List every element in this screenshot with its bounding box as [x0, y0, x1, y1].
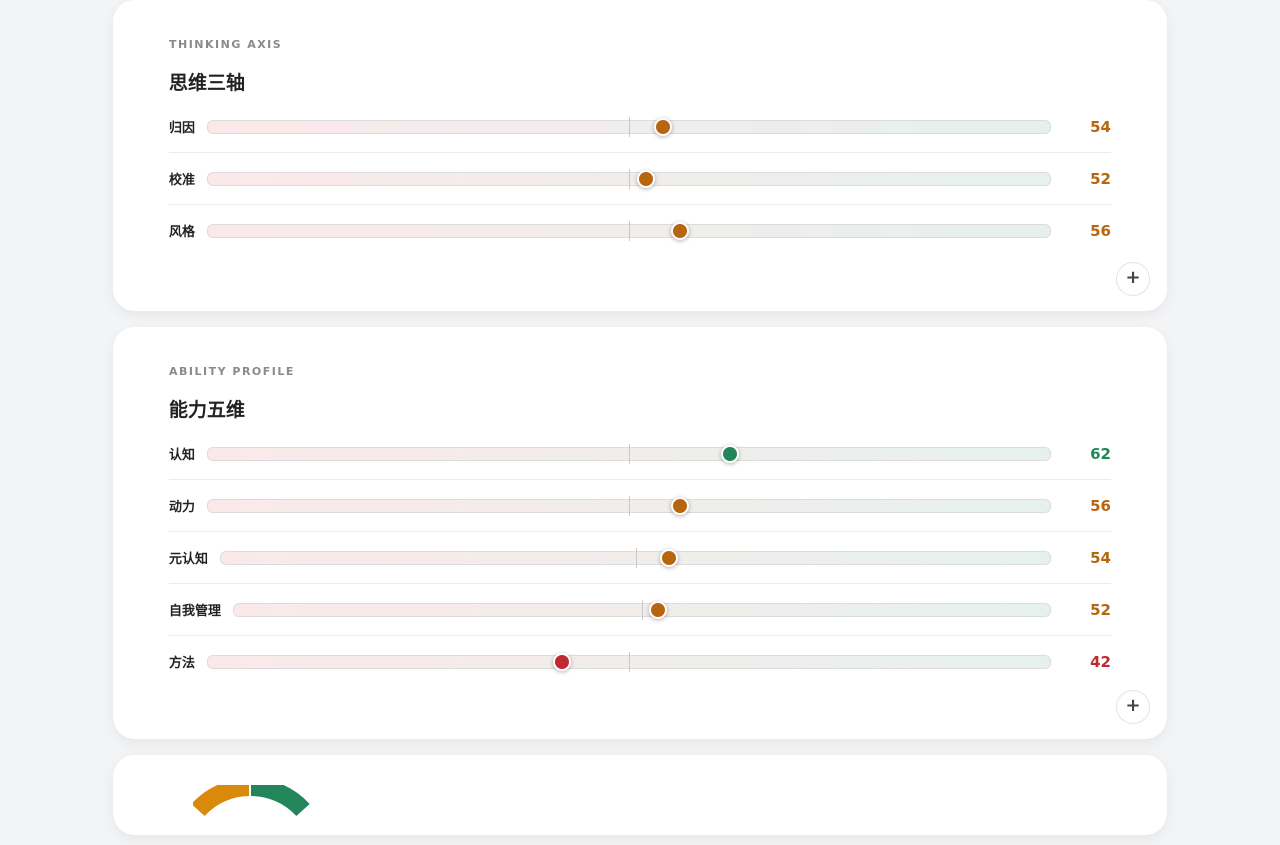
slider-value: 42	[1090, 652, 1111, 671]
slider-value: 62	[1090, 444, 1111, 463]
slider-value: 54	[1090, 548, 1111, 567]
card-partial	[113, 755, 1167, 835]
slider-track	[207, 443, 1051, 464]
track-midline	[642, 599, 643, 620]
slider-thumb	[670, 221, 689, 240]
slider-label: 认知	[169, 448, 196, 463]
slider-track	[220, 547, 1051, 568]
slider-list: 归因 54 校准 52 风格 56	[169, 101, 1111, 256]
expand-button[interactable]: +	[1116, 690, 1150, 724]
slider-thumb	[552, 652, 571, 671]
donut-segment	[250, 785, 310, 817]
section-eyebrow: ABILITY PROFILE	[169, 365, 295, 378]
slider-value: 56	[1090, 496, 1111, 515]
slider-row: 校准 52	[169, 153, 1111, 205]
slider-row: 元认知 54	[169, 532, 1111, 584]
slider-thumb	[721, 444, 740, 463]
slider-label: 校准	[169, 173, 196, 188]
section-title: 思维三轴	[169, 72, 246, 94]
slider-label: 动力	[169, 500, 196, 515]
slider-label: 自我管理	[169, 604, 222, 619]
slider-list: 认知 62 动力 56 元认知 54 自我管理 52 方法 42	[169, 428, 1111, 687]
track-midline	[629, 651, 630, 672]
slider-value: 54	[1090, 117, 1111, 136]
slider-track	[207, 651, 1051, 672]
slider-track	[207, 116, 1051, 137]
page: THINKING AXIS 思维三轴 归因 54 校准 52 风格 56 + ABILITY PR…	[113, 0, 1167, 835]
track-midline	[635, 547, 637, 568]
slider-row: 动力 56	[169, 480, 1111, 532]
slider-thumb	[653, 117, 672, 136]
slider-thumb	[670, 496, 689, 515]
track-midline	[629, 116, 630, 137]
slider-thumb	[636, 169, 655, 188]
slider-track	[207, 220, 1051, 241]
slider-row: 风格 56	[169, 205, 1111, 256]
slider-label: 方法	[169, 656, 196, 671]
slider-label: 元认知	[169, 552, 209, 567]
slider-label: 风格	[169, 225, 196, 240]
track-midline	[629, 168, 630, 189]
slider-value: 52	[1090, 169, 1111, 188]
slider-label: 归因	[169, 121, 196, 136]
section-eyebrow: THINKING AXIS	[169, 38, 283, 51]
track-midline	[629, 220, 630, 241]
donut-segment	[193, 785, 250, 817]
slider-row: 自我管理 52	[169, 584, 1111, 636]
donut-icon	[193, 785, 310, 817]
card: ABILITY PROFILE 能力五维认知 62 动力 56 元认知 54 自我管理 52 方法…	[113, 327, 1167, 739]
slider-track	[207, 168, 1051, 189]
expand-button[interactable]: +	[1116, 262, 1150, 296]
slider-value: 56	[1090, 221, 1111, 240]
slider-thumb	[659, 548, 678, 567]
slider-track	[233, 599, 1051, 620]
track-midline	[629, 443, 630, 464]
section-title: 能力五维	[169, 399, 246, 421]
slider-row: 认知 62	[169, 428, 1111, 480]
slider-row: 方法 42	[169, 636, 1111, 687]
card: THINKING AXIS 思维三轴归因 54 校准 52 风格 56 +	[113, 0, 1167, 311]
slider-row: 归因 54	[169, 101, 1111, 153]
slider-track	[207, 495, 1051, 516]
slider-thumb	[649, 600, 668, 619]
track-midline	[629, 495, 630, 516]
slider-value: 52	[1090, 600, 1111, 619]
